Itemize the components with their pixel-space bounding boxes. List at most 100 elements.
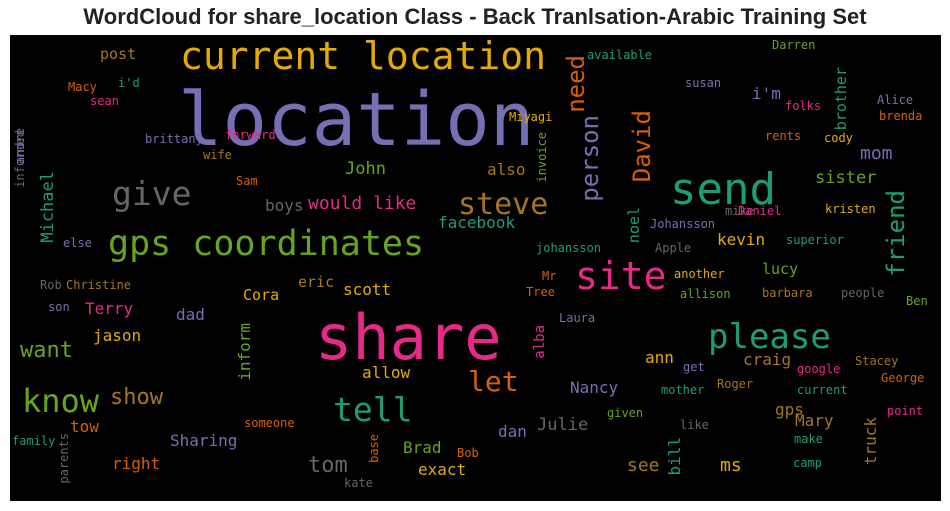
word-andre: andre	[13, 128, 27, 165]
word-google: google	[797, 362, 841, 376]
word-i-m: i'm	[752, 84, 781, 103]
word-camp: camp	[793, 456, 822, 470]
word-friend: friend	[882, 190, 910, 277]
word-susan: susan	[685, 76, 722, 90]
word-steve: steve	[458, 187, 549, 222]
word-share: share	[315, 301, 502, 374]
word-george: George	[881, 371, 925, 385]
word-exact: exact	[418, 460, 467, 479]
word-get: get	[683, 360, 705, 374]
word-brittany: brittany	[145, 132, 203, 146]
wordcloud-canvas: location share current location gps coordin…	[10, 35, 941, 501]
word-post: post	[100, 45, 137, 63]
word-julie: Julie	[537, 415, 589, 435]
word-sam: Sam	[236, 174, 258, 188]
word-david: David	[628, 110, 656, 183]
word-lucy: lucy	[762, 260, 799, 278]
word-make: make	[794, 432, 823, 446]
word-boys: boys	[265, 196, 304, 215]
word-roger: Roger	[717, 377, 754, 391]
word-ann: ann	[645, 348, 674, 367]
word-jason: jason	[93, 326, 142, 345]
word-parents: parents	[57, 433, 71, 484]
word-base: base	[367, 434, 381, 463]
word-sean: sean	[90, 94, 119, 108]
word-mary: Mary	[795, 411, 834, 430]
word-brenda: brenda	[879, 109, 923, 123]
word-darren: Darren	[772, 38, 816, 52]
word-person: person	[576, 115, 604, 202]
word-people: people	[841, 286, 885, 300]
word-scott: scott	[343, 280, 392, 299]
word-truck: truck	[861, 417, 880, 466]
word-sister: sister	[815, 168, 877, 188]
word-allow: allow	[362, 363, 411, 382]
word-rob: Rob	[40, 278, 62, 292]
word-give: give	[112, 174, 192, 213]
word-bill: bill	[665, 437, 684, 476]
word-alice: Alice	[877, 93, 914, 107]
word-sharing: Sharing	[170, 431, 238, 450]
word-gps-coordinates: gps coordinates	[108, 224, 425, 264]
word-available: available	[587, 48, 653, 62]
word-site: site	[575, 254, 667, 298]
word-folks: folks	[785, 99, 822, 113]
word-show: show	[110, 385, 163, 410]
word-inform: inform	[235, 323, 254, 381]
word-tree: Tree	[526, 285, 555, 299]
word-let: let	[468, 365, 519, 398]
word-gps: gps	[775, 400, 804, 419]
word-tom: tom	[308, 453, 348, 478]
word-superior: superior	[786, 233, 844, 247]
word-brother: brother	[832, 67, 850, 131]
word-location: location	[178, 77, 535, 163]
word-laura: Laura	[559, 311, 596, 325]
word-michael: Michael	[38, 171, 58, 243]
word-please: please	[708, 317, 831, 357]
word-dan: dan	[498, 422, 527, 441]
word-forward: forward	[225, 128, 276, 142]
word-miyagi: Miyagi	[509, 110, 553, 124]
word-mom: mom	[860, 143, 893, 164]
word-kevin: kevin	[717, 230, 766, 249]
word-like: like	[680, 418, 709, 432]
word-alba: alba	[532, 325, 548, 359]
word-tow: tow	[70, 417, 99, 436]
word-mother: mother	[661, 383, 705, 397]
word-ben: Ben	[906, 294, 928, 308]
word-mr: Mr	[542, 269, 557, 283]
word-facebook: facebook	[438, 213, 516, 232]
word-know: know	[22, 382, 100, 420]
word-another: another	[674, 267, 725, 281]
word-macy: Macy	[68, 80, 97, 94]
chart-title: WordCloud for share_location Class - Bac…	[83, 4, 867, 29]
word-apple: Apple	[655, 241, 692, 255]
word-given: given	[607, 406, 644, 420]
word-son: son	[48, 300, 70, 314]
word-craig: craig	[743, 350, 792, 369]
word-johansson: johansson	[536, 241, 602, 255]
word-would-like: would like	[308, 193, 417, 214]
word-daniel: Daniel	[738, 204, 782, 218]
word-johansson: Johansson	[650, 217, 716, 231]
word-send: send	[670, 164, 776, 215]
word-christine: Christine	[66, 278, 132, 292]
word-else: else	[63, 236, 92, 250]
word-right: right	[112, 454, 161, 473]
word-cody: cody	[824, 131, 853, 145]
word-ms: ms	[720, 455, 742, 476]
word-stacey: Stacey	[855, 354, 899, 368]
word-point: point	[887, 404, 924, 418]
word-allison: allison	[680, 287, 731, 301]
word-kristen: kristen	[825, 202, 876, 216]
word-noel: noel	[625, 207, 643, 244]
word-someone: someone	[244, 416, 295, 430]
word-family: family	[12, 434, 56, 448]
word-terry: Terry	[85, 299, 134, 318]
word-bob: Bob	[457, 446, 479, 460]
word-kate: kate	[344, 476, 373, 490]
word-john: John	[345, 159, 386, 179]
word-brad: Brad	[403, 438, 442, 457]
word-current: current	[797, 383, 848, 397]
word-rents: rents	[765, 129, 802, 143]
